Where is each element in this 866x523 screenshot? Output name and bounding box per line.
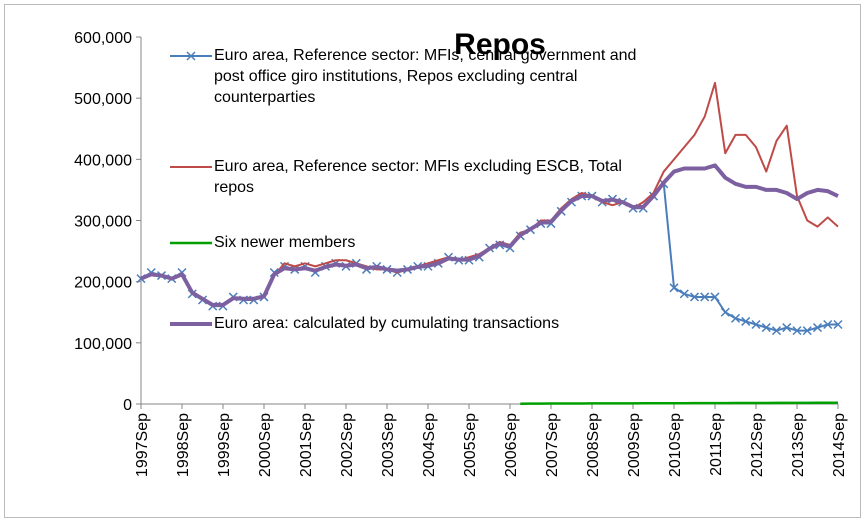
y-tick-label: 400,000 — [74, 152, 132, 169]
marker — [761, 323, 771, 333]
x-tick-label: 2010Sep — [667, 413, 684, 477]
marker — [802, 326, 812, 336]
x-tick-label: 2000Sep — [257, 413, 274, 477]
y-tick-label: 600,000 — [74, 30, 132, 47]
legend-label: Euro area, Reference sector: MFIs exclud… — [214, 158, 622, 196]
x-tick-label: 2008Sep — [585, 413, 602, 477]
marker — [700, 292, 710, 302]
marker — [771, 326, 782, 336]
series — [140, 163, 839, 307]
y-tick-label: 0 — [123, 397, 132, 414]
y-tick-label: 200,000 — [74, 275, 132, 292]
marker — [710, 292, 720, 302]
marker — [720, 307, 730, 317]
x-tick-label: 2007Sep — [544, 413, 561, 477]
legend-label: Six newer members — [214, 234, 356, 251]
marker — [792, 326, 802, 336]
y-tick-label: 100,000 — [74, 336, 132, 353]
x-tick-label: 2011Sep — [708, 413, 725, 476]
marker — [669, 283, 679, 293]
x-tick-label: 2009Sep — [626, 413, 643, 477]
x-tick-label: 2005Sep — [462, 413, 479, 477]
x-tick-label: 2014Sep — [831, 413, 848, 477]
marker — [812, 323, 823, 333]
legend-label: Euro area: calculated by cumulating tran… — [214, 315, 560, 332]
x-tick-label: 2002Sep — [339, 413, 356, 477]
marker — [679, 289, 689, 299]
x-tick-label: 2004Sep — [421, 413, 438, 477]
line — [140, 163, 839, 307]
x-tick-label: 2001Sep — [298, 413, 315, 477]
marker — [782, 323, 792, 333]
x-tick-label: 2012Sep — [749, 413, 766, 477]
legend-label: Euro area, Reference sector: MFIs, centr… — [214, 47, 637, 106]
line — [520, 401, 838, 405]
y-tick-label: 300,000 — [74, 214, 132, 231]
x-tick-label: 1998Sep — [175, 413, 192, 477]
series — [520, 401, 838, 405]
marker — [730, 313, 741, 323]
marker — [833, 319, 843, 330]
marker — [741, 316, 751, 326]
x-tick-label: 1997Sep — [134, 413, 151, 477]
x-tick-label: 2013Sep — [790, 413, 807, 477]
marker — [823, 319, 833, 330]
marker — [751, 319, 761, 330]
x-tick-label: 1999Sep — [216, 413, 233, 477]
legend-marker — [186, 51, 196, 61]
marker — [689, 292, 700, 302]
y-tick-label: 500,000 — [74, 91, 132, 108]
x-tick-label: 2003Sep — [380, 413, 397, 477]
chart-title: Repos — [454, 28, 546, 61]
x-tick-label: 2006Sep — [503, 413, 520, 477]
